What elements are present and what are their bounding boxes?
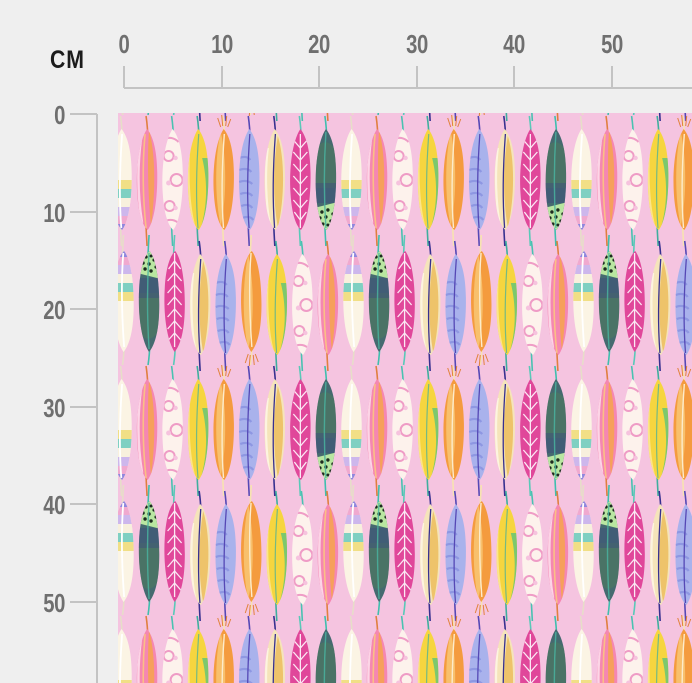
vertical-ruler-label-10: 10 — [43, 197, 65, 228]
vertical-ruler-label-40: 40 — [43, 490, 65, 520]
horizontal-ruler-label-0: 0 — [118, 29, 130, 59]
vertical-ruler-tick-20 — [70, 308, 97, 310]
horizontal-ruler-label-10: 10 — [210, 29, 233, 59]
fabric-swatch[interactable] — [118, 113, 692, 683]
vertical-ruler-tick-10 — [70, 210, 97, 213]
horizontal-ruler-tick-10 — [220, 66, 223, 88]
vertical-ruler-label-20: 20 — [43, 295, 65, 325]
horizontal-ruler-label-30: 30 — [405, 29, 428, 59]
horizontal-ruler-tick-0 — [123, 66, 125, 88]
horizontal-ruler-tick-20 — [318, 66, 320, 88]
fabric-pattern-svg — [118, 113, 692, 683]
horizontal-ruler-label-50: 50 — [600, 29, 623, 59]
vertical-ruler-line — [96, 114, 98, 683]
vertical-ruler-label-0: 0 — [54, 100, 65, 130]
horizontal-ruler-tick-40 — [513, 66, 515, 88]
ruler-unit-label: CM — [50, 46, 85, 74]
horizontal-ruler-line — [124, 87, 692, 89]
horizontal-ruler-label-40: 40 — [503, 29, 525, 59]
vertical-ruler-label-30: 30 — [43, 392, 65, 423]
vertical-ruler-tick-40 — [70, 503, 97, 505]
horizontal-ruler-tick-50 — [610, 66, 613, 88]
vertical-ruler-label-50: 50 — [43, 587, 65, 618]
vertical-ruler-tick-50 — [70, 600, 97, 603]
horizontal-ruler-label-20: 20 — [308, 29, 330, 59]
vertical-ruler-tick-30 — [70, 405, 97, 408]
vertical-ruler-tick-0 — [70, 113, 97, 115]
horizontal-ruler-tick-30 — [415, 66, 418, 88]
